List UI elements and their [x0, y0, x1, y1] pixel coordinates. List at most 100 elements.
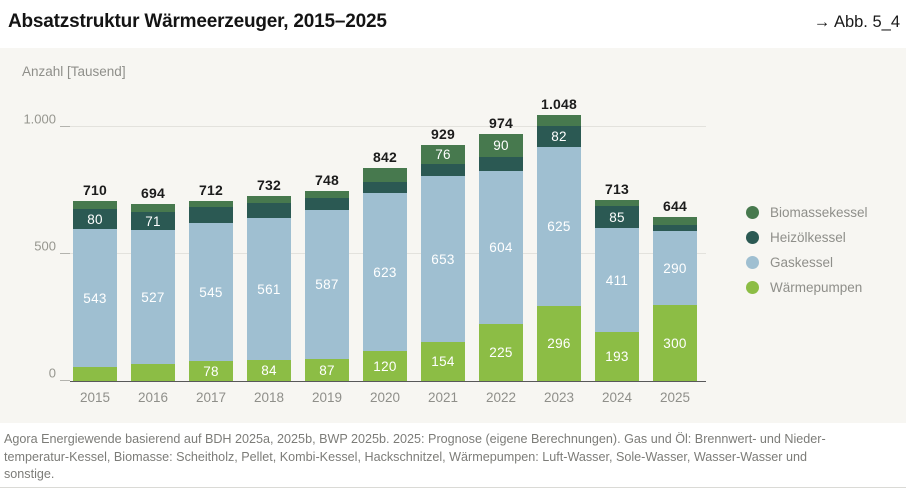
total-label-2024: 713	[605, 181, 629, 197]
segment-2016-warmepumpen	[131, 364, 175, 381]
segment-value-label: 296	[547, 336, 571, 351]
segment-value-label: 85	[609, 209, 625, 225]
segment-2020-biomassekessel	[363, 168, 407, 182]
segment-value-label: 76	[435, 147, 451, 162]
segment-2021-warmepumpen: 154	[421, 342, 465, 381]
segment-2017-gaskessel: 545	[189, 223, 233, 361]
x-tick-label-2024: 2024	[601, 390, 633, 405]
segment-value-label: 193	[605, 349, 629, 364]
segment-2020-warmepumpen: 120	[363, 351, 407, 381]
segment-2021-biomassekessel: 76	[421, 145, 465, 164]
segment-value-label: 411	[605, 272, 629, 288]
legend-label: Gaskessel	[770, 255, 834, 270]
segment-2024-biomassekessel	[595, 200, 639, 206]
total-label-2022: 974	[489, 115, 513, 131]
total-label-2023: 1.048	[540, 96, 578, 112]
segment-2022-biomassekessel: 90	[479, 134, 523, 157]
segment-2019-heizolkessel	[305, 198, 349, 210]
segment-2017-heizolkessel	[189, 207, 233, 223]
biomassekessel-color-dot-icon	[746, 206, 759, 219]
bar-2021: 76 653 154	[421, 145, 465, 381]
segment-2023-warmepumpen: 296	[537, 306, 581, 381]
legend-label: Biomassekessel	[770, 205, 868, 220]
segment-value-label: 625	[547, 219, 571, 234]
segment-value-label: 71	[145, 213, 161, 229]
bar-2018: 561 84	[247, 196, 291, 381]
legend: Biomassekessel Heizölkessel Gaskessel Wärme…	[746, 200, 868, 300]
heizolkessel-color-dot-icon	[746, 231, 759, 244]
legend-item-biomassekessel: Biomassekessel	[746, 200, 868, 225]
plot-area: 710 80 543 2015 694 71 527 2016 712 545 78 2017 732 5…	[23, 81, 706, 405]
segment-2019-biomassekessel	[305, 191, 349, 198]
segment-2018-heizolkessel	[247, 203, 291, 218]
figure-reference: → Abb. 5_4	[813, 13, 900, 31]
bars-row: 710 80 543 2015 694 71 527 2016 712 545 78 2017 732 5…	[73, 81, 697, 405]
legend-label: Wärmepumpen	[770, 280, 863, 295]
bar-2022: 90 604 225	[479, 134, 523, 381]
header: Absatzstruktur Wärmeerzeuger, 2015–2025 …	[0, 0, 906, 48]
segment-value-label: 78	[203, 363, 219, 379]
bottom-divider	[0, 487, 906, 488]
bar-group-2022: 974 90 604 225 2022	[479, 115, 523, 405]
segment-value-label: 84	[261, 363, 277, 378]
segment-2022-gaskessel: 604	[479, 171, 523, 324]
legend-item-gaskessel: Gaskessel	[746, 250, 868, 275]
segment-2018-gaskessel: 561	[247, 218, 291, 360]
y-tick-label: 500	[34, 238, 56, 254]
total-label-2017: 712	[199, 182, 223, 198]
segment-2016-gaskessel: 527	[131, 230, 175, 364]
y-tick-mark	[60, 126, 70, 127]
bar-group-2019: 748 587 87 2019	[305, 172, 349, 405]
x-tick-label-2022: 2022	[485, 390, 517, 405]
y-tick-mark	[60, 253, 70, 254]
bar-2016: 71 527	[131, 204, 175, 381]
x-tick-label-2016: 2016	[137, 390, 169, 405]
x-tick-label-2019: 2019	[311, 390, 343, 405]
total-label-2015: 710	[83, 182, 107, 198]
segment-2022-warmepumpen: 225	[479, 324, 523, 381]
segment-value-label: 80	[87, 211, 103, 227]
bar-2024: 85 411 193	[595, 200, 639, 381]
page-title: Absatzstruktur Wärmeerzeuger, 2015–2025	[8, 11, 387, 32]
bar-group-2017: 712 545 78 2017	[189, 182, 233, 405]
segment-2017-warmepumpen: 78	[189, 361, 233, 381]
segment-2025-biomassekessel	[653, 217, 697, 225]
y-tick-mark	[60, 380, 70, 381]
y-axis-title: Anzahl [Tausend]	[22, 64, 126, 79]
x-tick-label-2015: 2015	[79, 390, 111, 405]
segment-2015-gaskessel: 543	[73, 229, 117, 367]
segment-2018-warmepumpen: 84	[247, 360, 291, 381]
source-note-line: temperatur-Kessel, Biomasse: Scheitholz,…	[4, 449, 808, 464]
bar-2019: 587 87	[305, 191, 349, 381]
bar-group-2024: 713 85 411 193 2024	[595, 181, 639, 405]
total-label-2018: 732	[257, 177, 281, 193]
legend-label: Heizölkessel	[770, 230, 846, 245]
bar-2017: 545 78	[189, 201, 233, 381]
segment-value-label: 561	[257, 281, 281, 297]
x-tick-label-2017: 2017	[195, 390, 227, 405]
gridline-1.000	[70, 126, 706, 127]
segment-2021-heizolkessel	[421, 164, 465, 176]
x-tick-label-2018: 2018	[253, 390, 285, 405]
segment-value-label: 527	[141, 289, 165, 305]
source-note: Agora Energiewende basierend auf BDH 202…	[4, 431, 902, 484]
segment-2021-gaskessel: 653	[421, 176, 465, 342]
segment-value-label: 90	[493, 138, 509, 153]
bar-group-2021: 929 76 653 154 2021	[421, 126, 465, 405]
warmepumpen-color-dot-icon	[746, 281, 759, 294]
x-tick-label-2021: 2021	[427, 390, 459, 405]
segment-2024-heizolkessel: 85	[595, 206, 639, 228]
segment-2015-warmepumpen	[73, 367, 117, 381]
segment-value-label: 120	[373, 358, 397, 374]
bar-2015: 80 543	[73, 201, 117, 381]
total-label-2025: 644	[663, 198, 687, 214]
x-tick-label-2025: 2025	[659, 390, 691, 405]
segment-2023-gaskessel: 625	[537, 147, 581, 306]
bar-2025: 290 300	[653, 217, 697, 381]
segment-2025-heizolkessel	[653, 225, 697, 231]
segment-2024-warmepumpen: 193	[595, 332, 639, 381]
segment-2016-biomassekessel	[131, 204, 175, 212]
segment-2019-gaskessel: 587	[305, 210, 349, 359]
total-label-2019: 748	[315, 172, 339, 188]
segment-2019-warmepumpen: 87	[305, 359, 349, 381]
